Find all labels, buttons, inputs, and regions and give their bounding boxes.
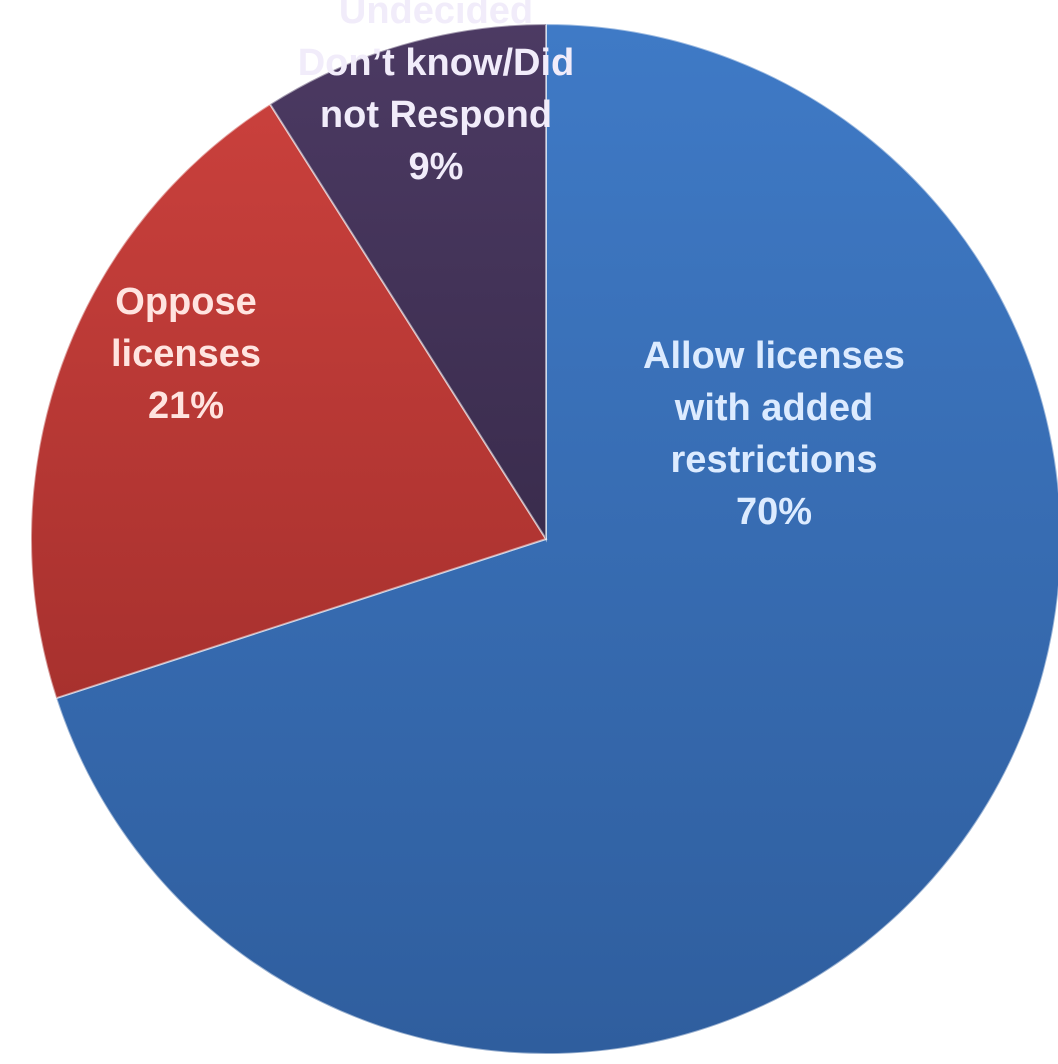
slice-label-0: Allow licenses with added restrictions 70%	[643, 335, 905, 533]
slice-label-2: Undecided Don’t know/Did not Respond 9%	[298, 0, 575, 188]
slice-label-line-0-0: Allow licenses	[643, 335, 905, 377]
pie-slice-1	[30, 102, 548, 700]
pie-slices	[30, 22, 1058, 1055]
slice-label-1: Oppose licenses 21%	[111, 281, 261, 427]
slice-label-line-1-1: licenses	[111, 333, 261, 375]
slice-label-line-2-2: not Respond	[320, 94, 552, 136]
slice-value-label-2: 9%	[409, 146, 464, 188]
slice-value-label-0: 70%	[736, 491, 812, 533]
pie-labels: Allow licenses with added restrictions 70% O…	[111, 0, 905, 533]
slice-label-line-0-2: restrictions	[671, 439, 878, 481]
pie-slice-2	[268, 22, 547, 543]
slice-label-line-2-1: Don’t know/Did	[298, 42, 575, 84]
pie-slice-0	[54, 22, 1058, 1055]
slice-label-line-1-0: Oppose	[115, 281, 256, 323]
slice-value-label-1: 21%	[148, 385, 224, 427]
slice-label-line-2-0: Undecided	[339, 0, 533, 32]
slice-label-line-0-1: with added	[674, 387, 873, 429]
